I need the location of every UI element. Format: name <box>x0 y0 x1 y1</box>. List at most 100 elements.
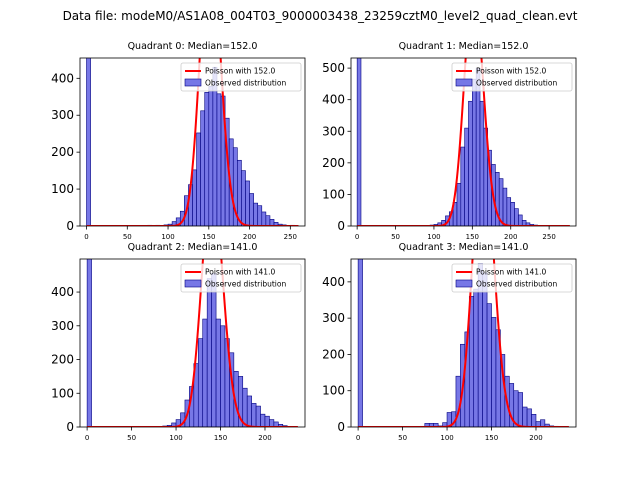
quadrant-title: Quadrant 1: Median=152.0 <box>399 41 529 52</box>
legend-label-poisson: Poisson with 141.0 <box>476 268 546 277</box>
histogram-bar <box>253 202 259 226</box>
histogram-bar <box>518 214 523 226</box>
x-tick-label: 100 <box>169 434 182 442</box>
histogram-bar <box>260 413 266 427</box>
histogram-bar <box>472 78 477 226</box>
x-tick-label: 250 <box>284 233 297 241</box>
histogram-bar <box>192 169 197 226</box>
y-tick-label: 400 <box>322 93 345 107</box>
x-tick-label: 150 <box>202 233 215 241</box>
histogram-bar <box>206 278 212 427</box>
histogram-bar <box>514 208 519 226</box>
y-tick-label: 300 <box>322 311 345 325</box>
histogram-bar <box>510 202 515 226</box>
histogram-bar <box>460 146 465 226</box>
x-tick-label: 50 <box>123 233 132 241</box>
legend-label-observed: Observed distribution <box>205 79 286 88</box>
y-tick-label: 500 <box>322 61 345 75</box>
axes-frame <box>79 57 306 227</box>
histogram-bar <box>468 100 473 226</box>
x-tick-label: 0 <box>84 233 88 241</box>
x-tick-label: 100 <box>440 434 453 442</box>
y-tick-label: 0 <box>66 420 74 434</box>
histogram-bar <box>242 387 248 427</box>
y-tick-label: 100 <box>51 182 74 196</box>
x-tick-label: 200 <box>243 233 256 241</box>
y-tick-label: 400 <box>322 275 345 289</box>
legend-label-observed: Observed distribution <box>476 280 557 289</box>
histogram-bar <box>531 414 537 427</box>
legend-bar-swatch <box>455 78 473 87</box>
histogram-bar <box>241 170 246 226</box>
histogram-bar <box>264 415 270 427</box>
quadrant-0-axes: 0 50 100 150 200 250 0 100 200 300 400 Quadrant 0: … <box>51 41 306 241</box>
histogram-bar <box>200 110 206 226</box>
histogram-bar <box>220 325 226 427</box>
x-tick-label: 50 <box>398 434 407 442</box>
histogram-bar <box>255 405 261 427</box>
histogram-bar <box>464 127 469 226</box>
x-tick-label: 250 <box>542 233 555 241</box>
histogram-bar <box>202 318 208 427</box>
x-tick-label: 100 <box>161 233 174 241</box>
histogram-bar <box>526 408 532 427</box>
x-tick-label: 0 <box>85 434 89 442</box>
histogram-bar <box>356 58 362 226</box>
x-tick-label: 100 <box>427 233 440 241</box>
y-tick-label: 200 <box>322 347 345 361</box>
figure-title: Data file: modeM0/AS1A08_004T03_90000034… <box>62 9 578 23</box>
poisson-curve <box>357 58 570 226</box>
histogram-bar <box>475 67 481 226</box>
x-tick-label: 0 <box>356 434 360 442</box>
histogram-bar <box>502 187 508 226</box>
histogram-bar <box>196 132 201 226</box>
y-tick-label: 300 <box>51 319 74 333</box>
legend-bar-swatch <box>184 279 202 288</box>
histogram-bar <box>204 92 210 226</box>
y-tick-label: 0 <box>66 219 74 233</box>
histogram-bar <box>249 193 254 226</box>
histogram-bar <box>257 205 263 226</box>
legend-label-poisson: Poisson with 152.0 <box>205 67 275 76</box>
histogram-bar <box>506 197 512 226</box>
legend-label-observed: Observed distribution <box>205 280 286 289</box>
plot-area <box>86 58 299 226</box>
poisson-curve <box>86 58 299 226</box>
y-tick-label: 200 <box>51 145 74 159</box>
legend: Poisson with 141.0 Observed distribution <box>180 263 302 293</box>
histogram-bar <box>456 183 462 226</box>
quadrant-title: Quadrant 3: Median=141.0 <box>399 242 529 253</box>
y-tick-label: 400 <box>51 285 74 299</box>
legend: Poisson with 152.0 Observed distribution <box>451 62 573 92</box>
histogram-bar <box>482 272 488 427</box>
histogram-bar <box>544 423 550 427</box>
axes-frame <box>350 258 577 428</box>
legend-box <box>180 62 302 92</box>
quadrant-1-axes: 0 50 100 150 200 250 0 100 200 300 400 500 Quadrant … <box>322 41 577 241</box>
histogram-bar <box>211 273 217 427</box>
y-tick-label: 0 <box>337 420 345 434</box>
legend: Poisson with 141.0 Observed distribution <box>451 263 573 293</box>
x-tick-label: 150 <box>485 434 498 442</box>
x-tick-label: 200 <box>529 434 542 442</box>
x-tick-label: 150 <box>466 233 479 241</box>
y-tick-label: 300 <box>322 124 345 138</box>
legend-label-poisson: Poisson with 141.0 <box>205 268 275 277</box>
legend-label-poisson: Poisson with 152.0 <box>476 67 546 76</box>
y-tick-label: 400 <box>51 71 74 85</box>
x-tick-label: 0 <box>355 233 359 241</box>
x-tick-label: 200 <box>504 233 517 241</box>
legend-box <box>180 263 302 293</box>
histogram-bar <box>245 180 250 226</box>
histogram-bar <box>251 403 257 427</box>
x-tick-label: 50 <box>127 434 136 442</box>
histogram-bar <box>215 318 221 427</box>
histogram-bar <box>433 423 439 427</box>
histogram-bar <box>540 419 546 427</box>
histogram-bar <box>357 259 363 427</box>
histogram-bar <box>261 211 267 226</box>
quadrant-title: Quadrant 0: Median=152.0 <box>128 41 258 52</box>
quadrant-title: Quadrant 2: Median=141.0 <box>128 242 258 253</box>
x-tick-label: 50 <box>391 233 400 241</box>
